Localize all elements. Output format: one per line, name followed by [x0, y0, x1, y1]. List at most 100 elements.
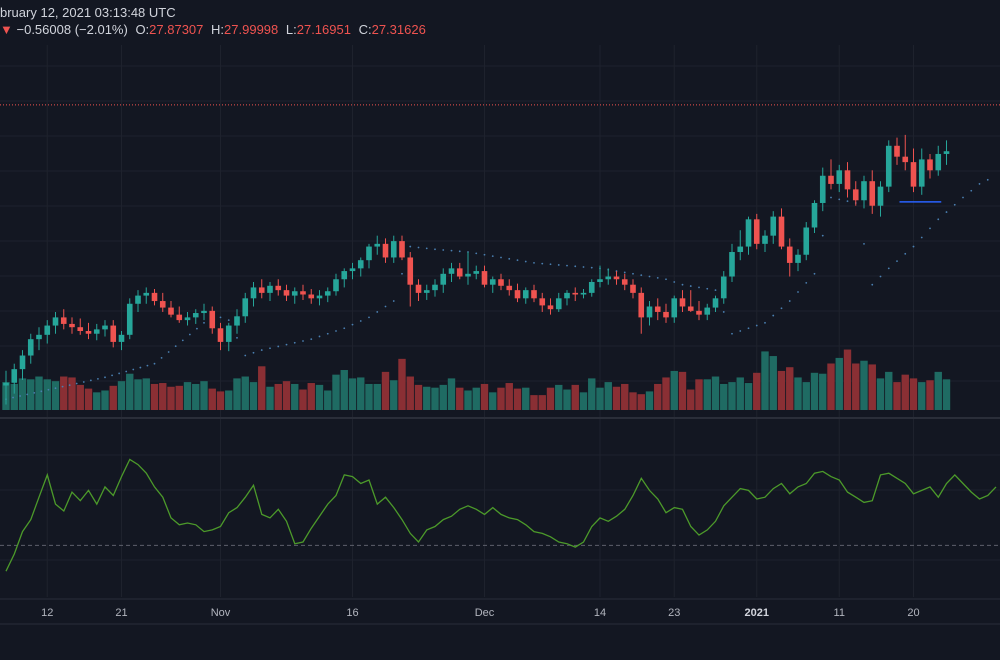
candle[interactable]: [93, 323, 100, 341]
candle[interactable]: [201, 303, 207, 321]
candle[interactable]: [399, 235, 405, 261]
candle[interactable]: [745, 216, 752, 255]
candle[interactable]: [283, 284, 290, 302]
candle[interactable]: [19, 350, 26, 381]
candle[interactable]: [407, 252, 414, 307]
candle[interactable]: [729, 243, 735, 282]
candle[interactable]: [267, 281, 273, 302]
candle[interactable]: [786, 238, 793, 277]
candle[interactable]: [894, 137, 900, 165]
candle[interactable]: [943, 140, 950, 165]
candle[interactable]: [143, 287, 150, 304]
candle[interactable]: [176, 306, 183, 323]
candle[interactable]: [316, 290, 323, 306]
candle[interactable]: [250, 281, 257, 307]
candle[interactable]: [869, 170, 876, 214]
candle[interactable]: [151, 289, 158, 306]
candle[interactable]: [679, 290, 686, 312]
candle[interactable]: [473, 265, 480, 280]
candle[interactable]: [382, 238, 389, 263]
candle[interactable]: [432, 279, 438, 297]
candle[interactable]: [209, 306, 216, 334]
candle[interactable]: [630, 279, 636, 299]
candle[interactable]: [514, 283, 521, 303]
candle[interactable]: [192, 309, 199, 324]
candle[interactable]: [102, 320, 108, 337]
candle[interactable]: [159, 292, 166, 312]
candle[interactable]: [778, 208, 785, 250]
candle[interactable]: [135, 290, 141, 312]
candlesticks[interactable]: [3, 134, 950, 405]
candle[interactable]: [844, 162, 851, 198]
candle[interactable]: [308, 289, 315, 304]
candle[interactable]: [712, 295, 719, 312]
candle[interactable]: [885, 140, 892, 193]
candle[interactable]: [531, 284, 537, 303]
candle[interactable]: [621, 273, 628, 291]
candle[interactable]: [69, 317, 75, 334]
candle[interactable]: [36, 327, 42, 351]
candle[interactable]: [225, 322, 232, 352]
candle[interactable]: [258, 279, 265, 299]
time-axis[interactable]: 12 21 Nov 16 Dec 14 23 2021 11 20: [41, 607, 920, 619]
candle[interactable]: [234, 309, 240, 334]
candle[interactable]: [539, 292, 546, 312]
candle[interactable]: [481, 265, 488, 288]
candle[interactable]: [704, 303, 711, 321]
candle[interactable]: [506, 279, 513, 296]
candle[interactable]: [902, 134, 909, 171]
candle[interactable]: [27, 333, 34, 364]
candle[interactable]: [720, 271, 727, 304]
candle[interactable]: [60, 309, 67, 330]
candle[interactable]: [465, 252, 471, 285]
candle[interactable]: [828, 159, 834, 190]
candle[interactable]: [448, 262, 455, 282]
candle[interactable]: [498, 273, 504, 291]
candle[interactable]: [580, 289, 587, 299]
candle[interactable]: [374, 235, 381, 255]
candle[interactable]: [415, 279, 422, 302]
candle[interactable]: [927, 153, 933, 179]
candle[interactable]: [85, 322, 92, 340]
candle[interactable]: [597, 265, 603, 288]
candle[interactable]: [687, 290, 694, 312]
candle[interactable]: [819, 167, 826, 212]
candle[interactable]: [522, 287, 529, 304]
candle[interactable]: [696, 301, 702, 321]
candle[interactable]: [753, 213, 760, 250]
candle[interactable]: [11, 363, 18, 394]
candle[interactable]: [654, 298, 661, 321]
candle[interactable]: [341, 268, 348, 288]
candle[interactable]: [423, 284, 430, 300]
candle[interactable]: [44, 320, 51, 344]
candle[interactable]: [324, 287, 331, 303]
candle[interactable]: [217, 322, 224, 351]
candle[interactable]: [564, 290, 570, 306]
candle[interactable]: [390, 235, 397, 263]
candle[interactable]: [456, 262, 463, 280]
candle[interactable]: [918, 148, 925, 195]
candle[interactable]: [555, 292, 562, 312]
candle[interactable]: [572, 287, 579, 302]
candle[interactable]: [671, 295, 678, 323]
candle[interactable]: [300, 284, 306, 300]
candle[interactable]: [52, 311, 59, 334]
candle[interactable]: [613, 271, 620, 285]
candle[interactable]: [489, 276, 496, 293]
candle[interactable]: [663, 303, 669, 323]
candle[interactable]: [547, 298, 554, 315]
candle[interactable]: [836, 164, 843, 193]
candle[interactable]: [3, 370, 9, 405]
candle[interactable]: [168, 301, 174, 318]
candle[interactable]: [349, 262, 356, 280]
candle[interactable]: [333, 273, 339, 296]
candle[interactable]: [935, 145, 942, 176]
candle[interactable]: [811, 200, 818, 233]
candle[interactable]: [242, 292, 249, 323]
candle[interactable]: [770, 211, 777, 244]
candle[interactable]: [291, 287, 298, 304]
candle[interactable]: [184, 311, 191, 326]
candle[interactable]: [646, 301, 653, 326]
candle[interactable]: [877, 181, 884, 217]
